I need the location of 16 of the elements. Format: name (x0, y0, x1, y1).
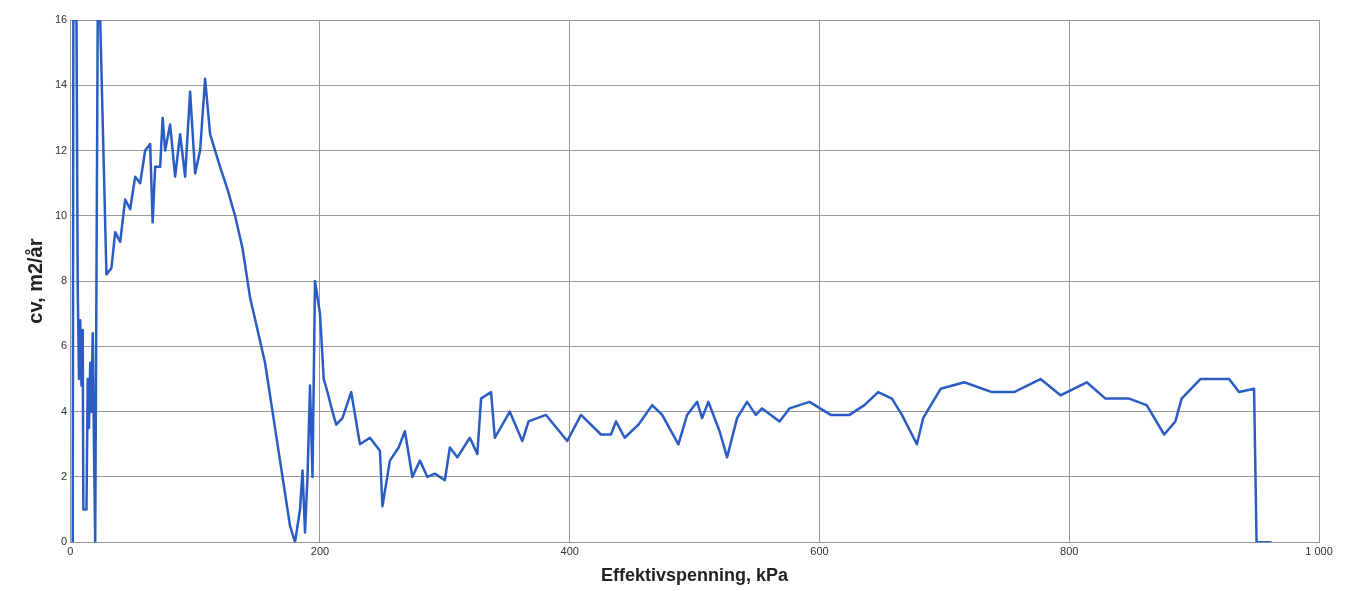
x-tick-label: 400 (560, 544, 579, 557)
y-axis-title: cv, m2/år (23, 238, 46, 324)
x-axis-title: Effektivspenning, kPa (601, 565, 790, 586)
x-tick-label: 600 (810, 544, 829, 557)
y-tick-label: 16 (54, 13, 68, 26)
y-tick-label: 8 (61, 274, 68, 287)
y-tick-label: 12 (54, 143, 68, 156)
y-tick-label: 6 (61, 339, 68, 352)
y-tick-label: 14 (54, 78, 68, 91)
x-tick-label: 800 (1060, 544, 1079, 557)
y-tick-label: 10 (54, 208, 68, 221)
x-tick-label: 200 (310, 544, 330, 557)
y-tick-label: 0 (61, 535, 68, 548)
y-tick-label: 4 (61, 404, 68, 417)
y-tick-label: 2 (61, 469, 68, 482)
x-tick-label: 1 000 (1305, 544, 1333, 557)
